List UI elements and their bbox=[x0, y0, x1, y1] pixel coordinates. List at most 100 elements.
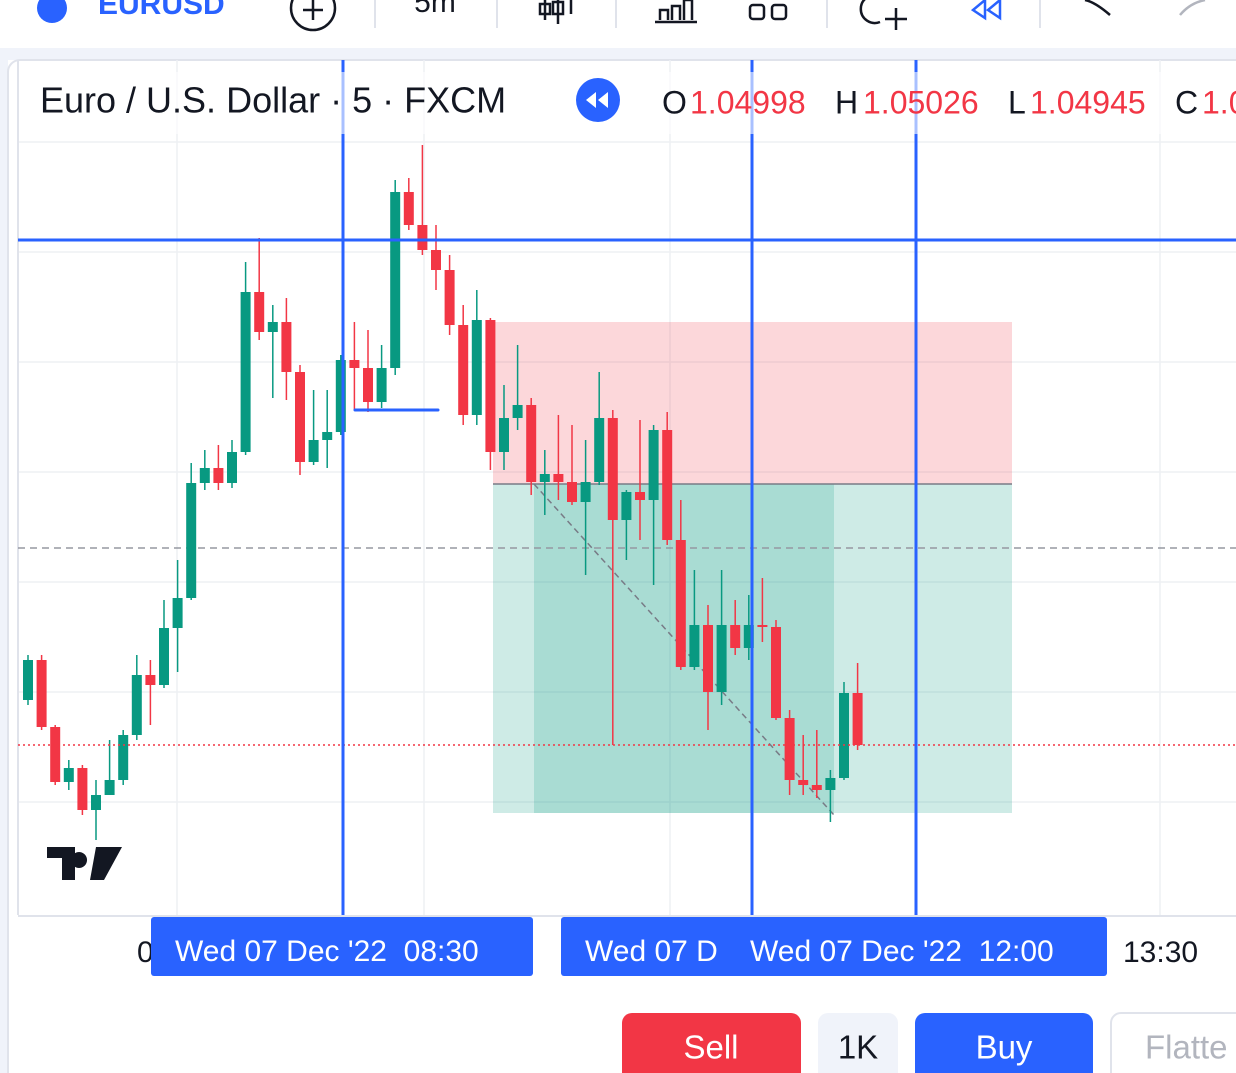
ohlc-label: L bbox=[1008, 84, 1026, 120]
time-label: Wed 07 Dec '22 12:00 bbox=[750, 935, 1054, 968]
symbol[interactable]: EURUSD bbox=[98, 0, 225, 21]
candle-body bbox=[227, 452, 237, 483]
candle-body bbox=[213, 468, 224, 483]
candle-body bbox=[376, 368, 387, 402]
candle-body bbox=[839, 693, 849, 778]
candle-body bbox=[254, 292, 265, 332]
candle-body bbox=[539, 474, 550, 482]
candle-body bbox=[662, 430, 673, 540]
time-badge bbox=[561, 917, 1107, 976]
candle-body bbox=[363, 368, 373, 402]
flatten-button[interactable] bbox=[1110, 1012, 1236, 1073]
ohlc-value: 1.04945 bbox=[1030, 84, 1146, 120]
rewind-icon bbox=[586, 92, 608, 108]
quantity-button[interactable] bbox=[818, 1013, 898, 1073]
ohlc-label: H bbox=[835, 84, 858, 120]
candle-body bbox=[240, 292, 251, 452]
candle-body bbox=[716, 625, 727, 692]
replay-icon[interactable] bbox=[970, 0, 1002, 21]
candle-body bbox=[349, 360, 360, 368]
chart-type-icon[interactable] bbox=[538, 0, 573, 24]
ohlc-value: 1.04998 bbox=[690, 84, 806, 120]
flatten-label: Flatte bbox=[1145, 1029, 1228, 1066]
candle-body bbox=[689, 625, 700, 667]
sell-button[interactable] bbox=[622, 1013, 801, 1073]
candle-body bbox=[607, 418, 618, 520]
time-label: Wed 07 D bbox=[585, 935, 718, 968]
candle-body bbox=[648, 430, 659, 500]
candle-body bbox=[635, 492, 645, 500]
redo-icon[interactable] bbox=[1179, 0, 1206, 16]
candle-body bbox=[295, 372, 305, 462]
ohlc-label: C bbox=[1175, 84, 1198, 120]
candle-body bbox=[553, 474, 564, 482]
time-label: Wed 07 Dec '22 08:30 bbox=[175, 935, 479, 968]
time-label: 13:30 bbox=[1123, 936, 1198, 969]
candle-body bbox=[499, 418, 509, 452]
candle-body bbox=[798, 780, 809, 785]
candle-body bbox=[145, 675, 156, 685]
candle-body bbox=[281, 322, 292, 372]
candle-body bbox=[825, 778, 836, 790]
chart-panel bbox=[7, 59, 1236, 1073]
candle-body bbox=[675, 540, 686, 667]
candle-body bbox=[267, 322, 278, 332]
ohlc-value: 1.05026 bbox=[863, 84, 979, 120]
candle-body bbox=[743, 625, 754, 648]
candle-body bbox=[485, 320, 496, 452]
symbol-title: Euro / U.S. Dollar · 5 · FXCM bbox=[40, 80, 506, 121]
toolbar-divider bbox=[0, 48, 1236, 60]
undo-icon[interactable] bbox=[1084, 0, 1111, 16]
layout-icon[interactable] bbox=[748, 3, 766, 21]
candle-body bbox=[322, 432, 333, 440]
left-gutter bbox=[0, 60, 8, 1073]
candle-body bbox=[63, 768, 74, 782]
candle-body bbox=[471, 320, 482, 415]
ohlc-value: 1.0 bbox=[1202, 84, 1236, 120]
candle-body bbox=[852, 693, 863, 745]
time-label: 0 bbox=[137, 936, 154, 969]
candle-body bbox=[811, 785, 822, 790]
ohlc-label: O bbox=[662, 84, 687, 120]
quantity-label: 1K bbox=[838, 1029, 878, 1066]
sell-label: Sell bbox=[683, 1029, 738, 1066]
candle-body bbox=[580, 482, 591, 502]
candle-body bbox=[417, 225, 428, 250]
logo bbox=[47, 847, 122, 880]
candle-body bbox=[390, 192, 401, 368]
alert-icon[interactable] bbox=[859, 0, 907, 30]
symbol-flag bbox=[37, 0, 67, 23]
candle-body bbox=[771, 627, 781, 718]
candle-body bbox=[512, 405, 523, 418]
candle-body bbox=[77, 768, 88, 810]
candles bbox=[23, 145, 863, 840]
candle-body bbox=[118, 735, 129, 780]
candle-body bbox=[703, 625, 713, 692]
plus-icon bbox=[303, 0, 323, 20]
candle-body bbox=[784, 718, 795, 780]
buy-button[interactable] bbox=[915, 1013, 1093, 1073]
candle-body bbox=[431, 250, 441, 270]
candle-body bbox=[567, 482, 577, 502]
candle-body bbox=[131, 675, 142, 735]
candle-body bbox=[308, 440, 319, 462]
toolbar bbox=[0, 0, 1236, 48]
candle-body bbox=[621, 492, 632, 520]
legend-bg bbox=[20, 72, 1236, 134]
candle-body bbox=[757, 625, 768, 627]
indicators-icon[interactable] bbox=[655, 0, 697, 24]
candle-body bbox=[444, 270, 455, 325]
candle-body bbox=[458, 325, 469, 415]
candle-body bbox=[36, 660, 47, 727]
time-badge bbox=[151, 917, 533, 976]
interval[interactable]: 5m bbox=[414, 0, 456, 19]
candle-body bbox=[730, 625, 741, 648]
candle-body bbox=[172, 598, 183, 628]
candle-body bbox=[91, 795, 101, 810]
candle-body bbox=[526, 405, 537, 482]
candle-body bbox=[159, 628, 169, 685]
candle-body bbox=[23, 660, 33, 700]
add-symbol-button[interactable] bbox=[289, 0, 337, 32]
